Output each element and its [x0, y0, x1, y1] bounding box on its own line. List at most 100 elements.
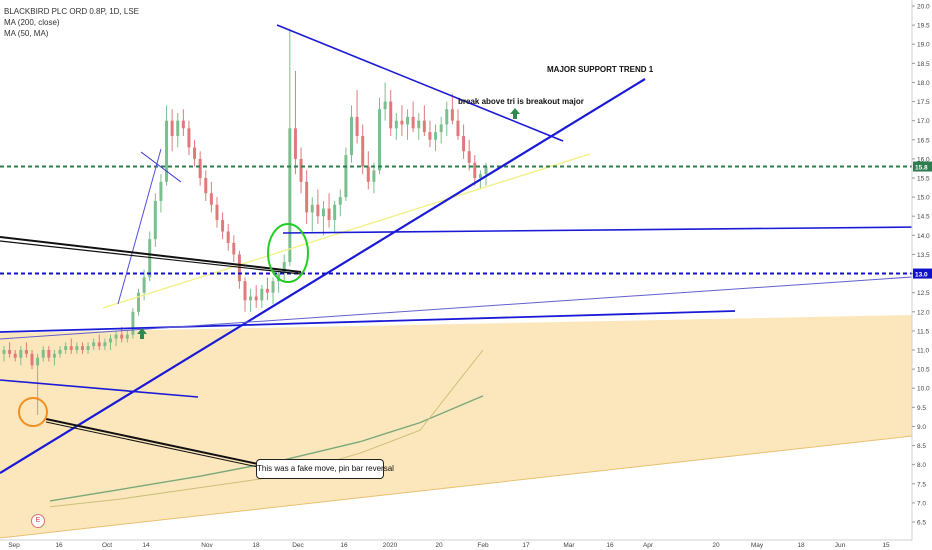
candle-body — [165, 120, 169, 182]
candle-body — [181, 120, 185, 129]
time-tick-label: Sep — [8, 542, 20, 549]
candle-body — [305, 181, 309, 213]
candle-body — [462, 135, 466, 152]
candle — [108, 334, 112, 350]
time-tick-label: 16 — [55, 542, 63, 549]
candle — [417, 113, 421, 140]
chart-legend: BLACKBIRD PLC ORD 0.8P, 1D, LSE MA (200,… — [4, 6, 139, 39]
support-band-lower-edge — [0, 435, 913, 539]
major-support-trendline — [0, 78, 646, 474]
candle — [310, 197, 314, 232]
time-tick-label: 18 — [252, 542, 260, 549]
candle-body — [473, 162, 477, 178]
time-tick-label: 17 — [522, 542, 530, 549]
candle — [75, 342, 79, 354]
candle — [344, 147, 348, 201]
candle-body — [389, 101, 393, 129]
price-tick-label: 7.5 — [917, 481, 926, 488]
price-tick-label: 12.5 — [917, 290, 930, 297]
candle — [422, 105, 426, 136]
breakout-annotation: break above tri is breakout major — [458, 97, 584, 106]
candle — [120, 327, 124, 343]
candle-body — [349, 116, 353, 156]
price-marker-label: 13.0 — [915, 272, 928, 279]
candle — [372, 162, 376, 194]
candle — [209, 181, 213, 213]
candle — [69, 338, 73, 354]
time-tick-label: 16 — [340, 542, 348, 549]
candle-body — [434, 132, 438, 140]
candle-body — [209, 193, 213, 205]
candle — [215, 197, 219, 228]
candle — [288, 28, 292, 266]
candle — [198, 151, 202, 186]
candle — [439, 116, 443, 144]
candle — [103, 338, 107, 350]
earnings-flag[interactable]: E — [31, 514, 45, 528]
candle — [2, 346, 6, 362]
candle — [86, 342, 90, 354]
candle — [19, 346, 23, 366]
candle-body — [142, 277, 146, 293]
candle — [333, 200, 337, 232]
candle — [389, 90, 393, 136]
candle-body — [97, 342, 101, 347]
candle-body — [8, 350, 12, 354]
base-horizontal-line — [0, 310, 736, 333]
candle-body — [75, 346, 79, 350]
price-tick-label: 16.0 — [917, 156, 930, 163]
candle — [47, 346, 51, 362]
candle — [232, 235, 236, 263]
candle-body — [36, 357, 40, 366]
price-tick-label: 11.0 — [917, 348, 930, 355]
time-tick-label: Apr — [643, 542, 654, 549]
candle-body — [114, 334, 118, 339]
time-tick-label: 20 — [712, 542, 720, 549]
candle — [293, 70, 297, 175]
candle — [434, 124, 438, 152]
price-tick-label: 6.5 — [917, 520, 926, 527]
candle-body — [355, 116, 359, 136]
candle — [181, 109, 185, 136]
candle — [411, 101, 415, 133]
candle-body — [108, 338, 112, 343]
triangle-upper-trendline — [276, 24, 564, 142]
candle — [406, 109, 410, 140]
candle-body — [137, 292, 141, 312]
candle-body — [232, 242, 236, 255]
price-marker-box — [913, 268, 932, 279]
time-tick-label: Dec — [292, 542, 304, 549]
candle — [97, 334, 101, 350]
candle-body — [277, 273, 281, 282]
candle — [221, 212, 225, 240]
candle-body — [361, 135, 365, 167]
price-tick-label: 10.5 — [917, 367, 930, 374]
candle-body — [64, 346, 68, 350]
candle — [176, 113, 180, 148]
time-tick-label: 16 — [606, 542, 614, 549]
candle — [400, 105, 404, 136]
candle — [13, 350, 17, 362]
price-tick-label: 10.0 — [917, 386, 930, 393]
candle-body — [372, 170, 376, 182]
candle-body — [221, 220, 225, 232]
candle — [254, 285, 258, 308]
candle-body — [478, 174, 482, 178]
price-tick-label: 18.0 — [917, 80, 930, 87]
candle-body — [2, 350, 6, 354]
candle-body — [299, 158, 303, 182]
major-support-annotation: MAJOR SUPPORT TREND 1 — [547, 65, 654, 74]
candle-body — [450, 109, 454, 121]
black-trendline-b — [0, 240, 302, 275]
candle-body — [187, 128, 191, 148]
candle-body — [456, 120, 460, 136]
price-marker-label: 15.8 — [915, 165, 928, 172]
candle — [125, 330, 129, 343]
candle-body — [153, 200, 157, 240]
candle-body — [159, 181, 163, 201]
black-trendline-a — [0, 236, 302, 273]
candle — [321, 200, 325, 236]
candle-body — [198, 158, 202, 178]
candle-body — [310, 204, 314, 213]
